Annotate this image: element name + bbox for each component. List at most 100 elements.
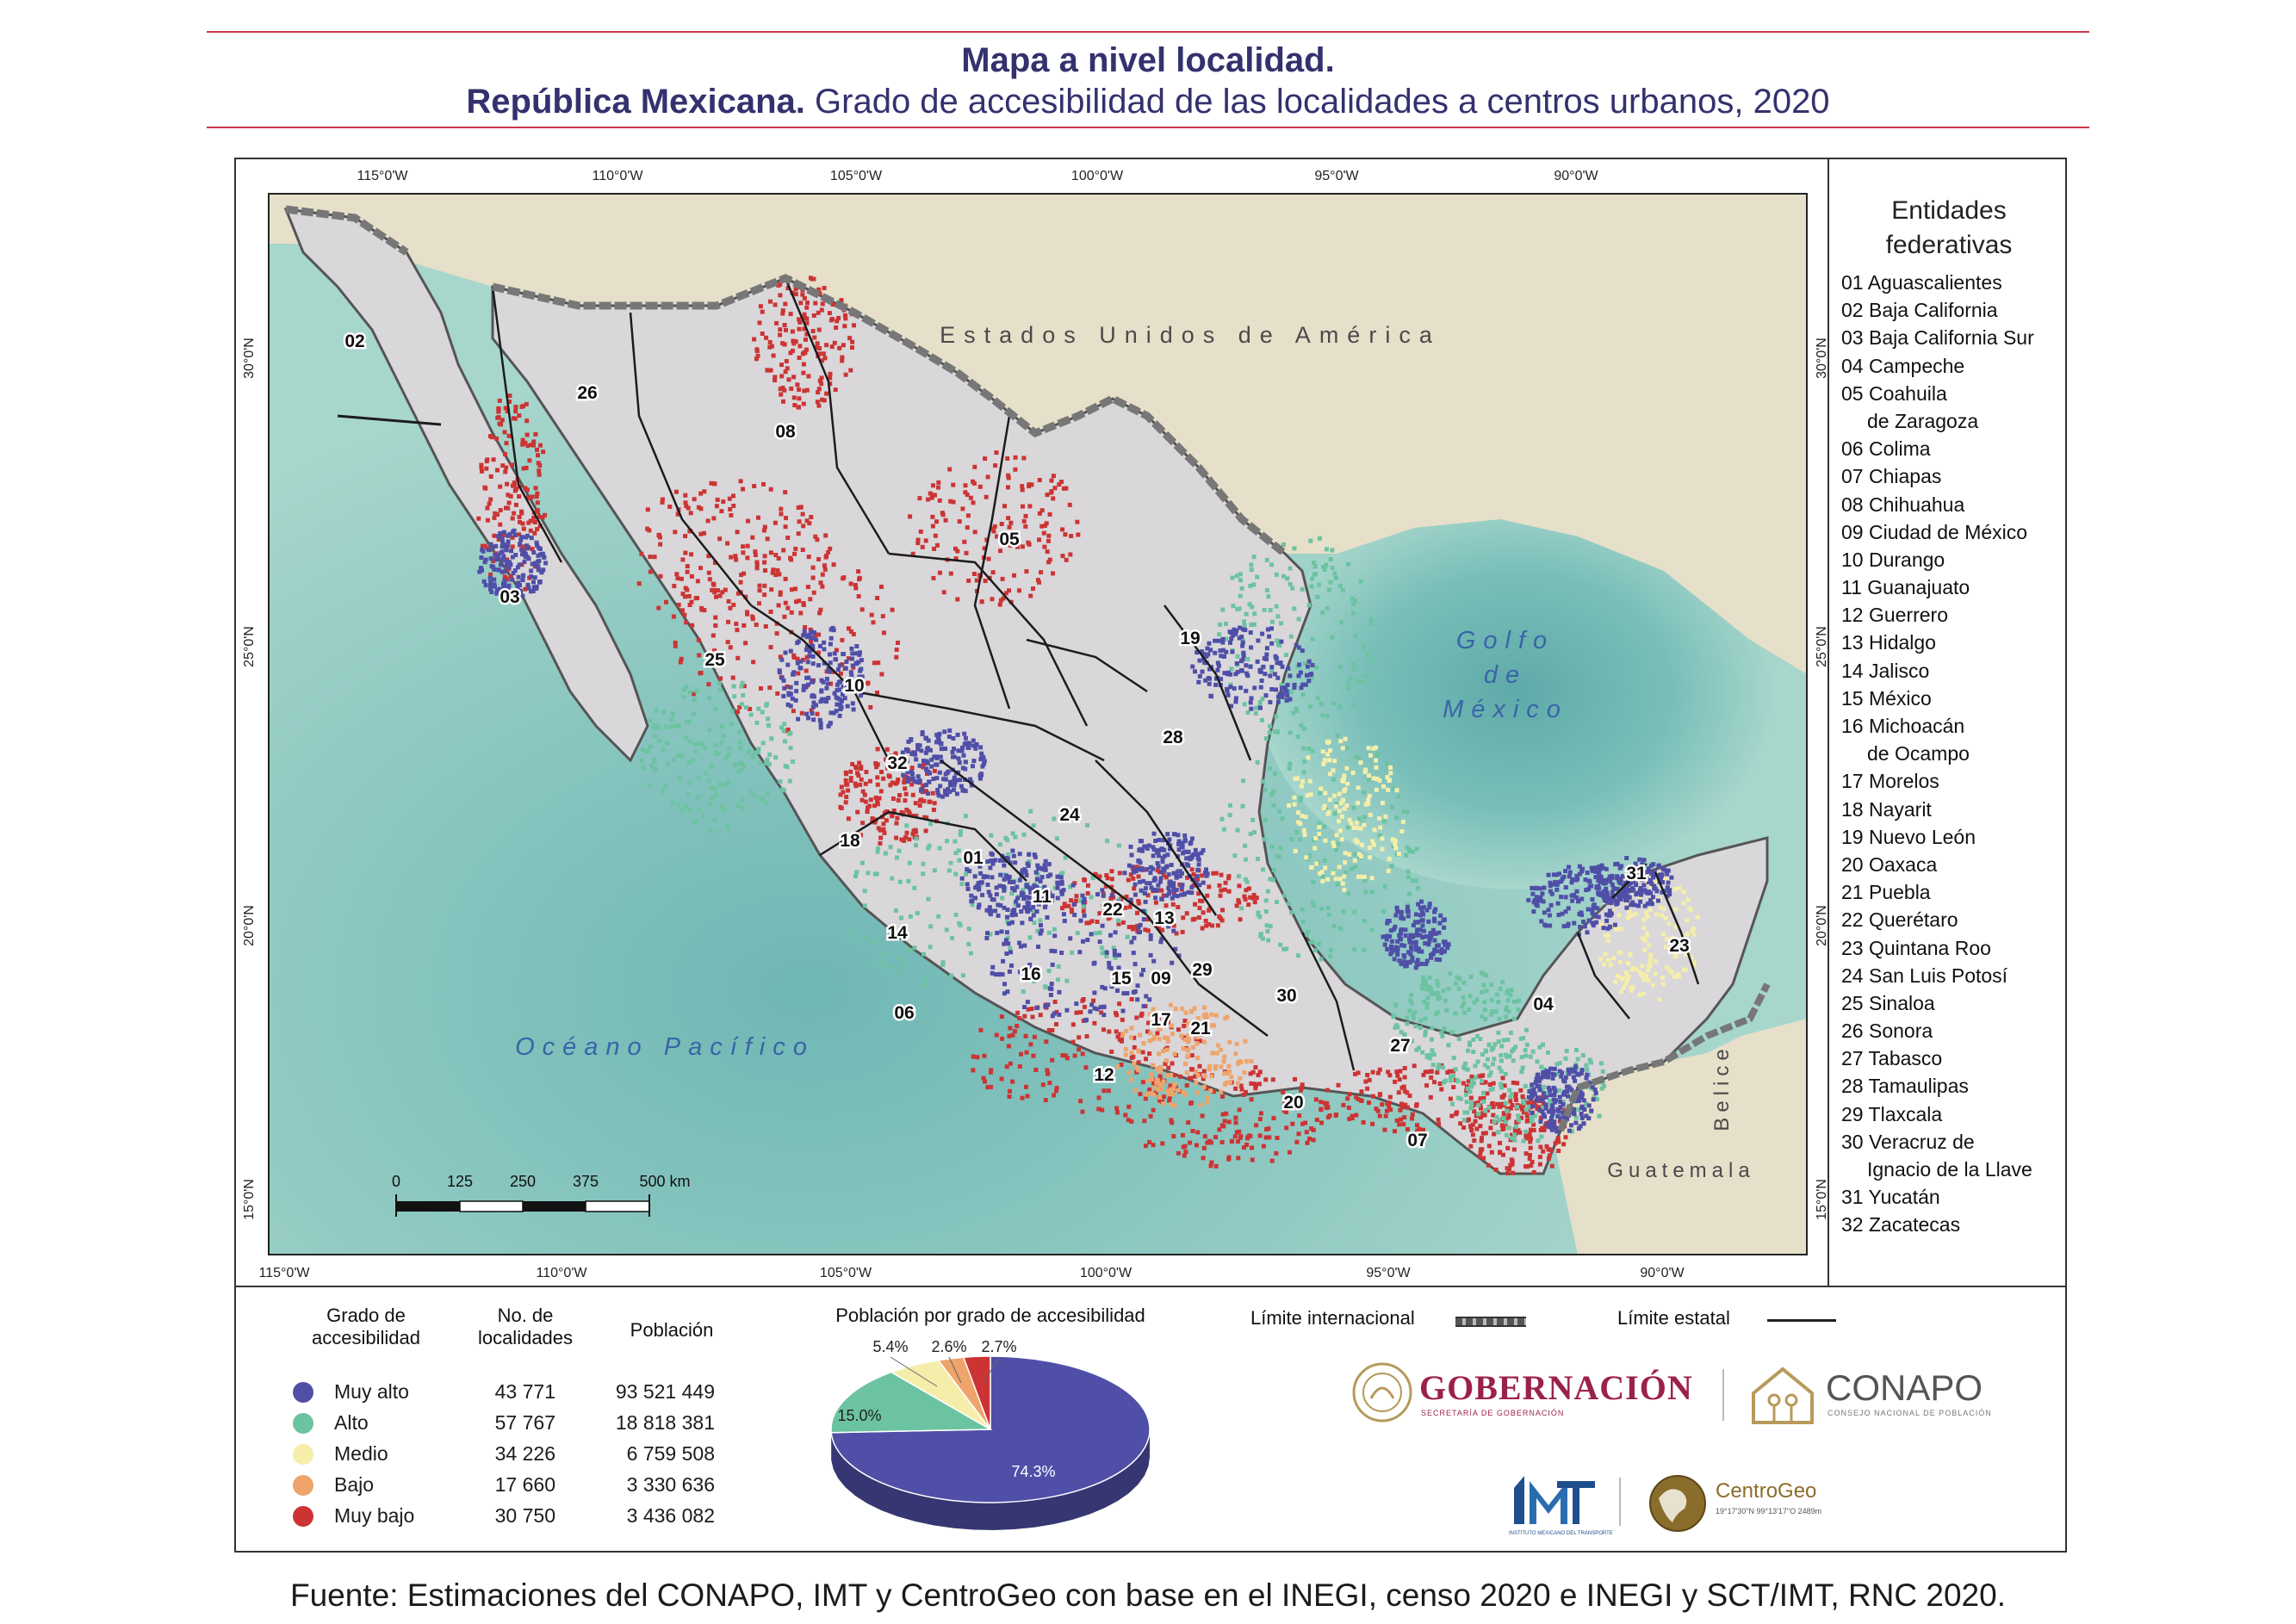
legend-col-poblacion: Población xyxy=(630,1319,714,1341)
entidad-item: 14 Jalisco xyxy=(1841,659,1930,682)
conapo-subtitle: CONSEJO NACIONAL DE POBLACIÓN xyxy=(1827,1409,1992,1417)
entidad-item: 31 Yucatán xyxy=(1841,1186,1940,1209)
usa-label: Estados Unidos de América xyxy=(940,322,1441,348)
legend-swatch xyxy=(293,1506,313,1527)
scale-tick-4: 500 km xyxy=(639,1173,690,1190)
entidad-item: 23 Quintana Roo xyxy=(1841,936,1991,959)
state-code-label: 29 xyxy=(1192,960,1212,980)
lat-label-left: 20°0'N xyxy=(242,905,257,946)
entidad-item: 13 Hidalgo xyxy=(1841,631,1936,654)
entidad-item: de Ocampo xyxy=(1867,742,1970,766)
international-limit-label: Límite internacional xyxy=(1250,1307,1415,1329)
legend-label: Bajo xyxy=(334,1473,375,1496)
subtitle-rest: Grado de accesibilidad de las localidade… xyxy=(804,83,1830,121)
legend-localidades: 30 750 xyxy=(494,1504,555,1527)
legend-label: Alto xyxy=(334,1411,369,1434)
state-code-label: 06 xyxy=(894,1003,914,1023)
state-code-label: 23 xyxy=(1669,936,1689,956)
entidad-item: 17 Morelos xyxy=(1841,770,1939,793)
centrogeo-logo: CentroGeo xyxy=(1716,1479,1817,1503)
legend-swatch xyxy=(293,1444,313,1465)
lat-label-right: 30°0'N xyxy=(1815,338,1829,379)
usa-land xyxy=(269,194,1807,674)
entidad-item: 09 Ciudad de México xyxy=(1841,520,2028,543)
state-code-label: 14 xyxy=(887,923,908,943)
gobernacion-subtitle: SECRETARÍA DE GOBERNACIÓN xyxy=(1421,1409,1565,1417)
state-limit-label: Límite estatal xyxy=(1617,1307,1730,1329)
imt-logo-icon xyxy=(1514,1476,1595,1524)
legend-col-accesibilidad: Grado de accesibilidad xyxy=(289,1305,444,1349)
entidad-item: 28 Tamaulipas xyxy=(1841,1075,1969,1098)
lat-label-left: 30°0'N xyxy=(242,338,257,379)
logo-divider xyxy=(1722,1369,1724,1421)
gobernacion-logo: GOBERNACIÓN xyxy=(1419,1368,1693,1407)
pie-data-label: 2.7% xyxy=(981,1338,1016,1355)
baja-california xyxy=(283,208,649,763)
lon-label-bottom: 110°0'W xyxy=(537,1266,588,1280)
map-panel: Estados Unidos de América Golfo de Méxic… xyxy=(242,169,1829,1280)
state-code-label: 17 xyxy=(1151,1010,1170,1030)
state-code-label: 01 xyxy=(963,848,984,868)
entidad-item: 15 México xyxy=(1841,686,1932,710)
entidad-item: 08 Chihuahua xyxy=(1841,493,1965,516)
lon-label-top: 110°0'W xyxy=(593,169,644,183)
entidad-item: 12 Guerrero xyxy=(1841,604,1949,627)
entidad-item: 27 Tabasco xyxy=(1841,1047,1943,1070)
entidad-item: 04 Campeche xyxy=(1841,354,1965,377)
entidad-item: 01 Aguascalientes xyxy=(1841,271,2002,294)
scale-tick-3: 375 xyxy=(573,1173,599,1190)
pie-slice-side xyxy=(831,1429,1150,1530)
entidad-item: 11 Guanajuato xyxy=(1841,576,1970,599)
lat-label-left: 15°0'N xyxy=(242,1179,257,1220)
state-code-label: 32 xyxy=(887,753,907,773)
scale-tick-2: 250 xyxy=(510,1173,536,1190)
gobernacion-seal-icon xyxy=(1352,1362,1412,1423)
legend-swatch xyxy=(293,1382,313,1403)
pie-data-label: 5.4% xyxy=(872,1338,908,1355)
entidades-title: Entidades federativas xyxy=(1836,194,2062,263)
legend-label: Medio xyxy=(334,1442,388,1465)
entidades-title-line1: Entidades xyxy=(1891,196,2007,225)
legend-col-accesibilidad-line2: accesibilidad xyxy=(312,1327,420,1348)
state-limit-swatch xyxy=(1767,1319,1836,1322)
centrogeo-subtitle: 19°17'30"N 99°13'17"O 2489m xyxy=(1716,1507,1822,1516)
lon-label-bottom: 100°0'W xyxy=(1080,1266,1132,1280)
southern-border xyxy=(1557,982,1771,1132)
state-code-label: 31 xyxy=(1626,864,1647,883)
state-code-label: 03 xyxy=(500,587,519,607)
state-code-label: 27 xyxy=(1390,1036,1410,1056)
legend-swatch xyxy=(293,1475,313,1496)
lat-label-right: 25°0'N xyxy=(1815,626,1829,667)
legend-poblacion: 6 759 508 xyxy=(626,1442,715,1465)
map-title: Mapa a nivel localidad. xyxy=(961,41,1335,79)
source-note: Fuente: Estimaciones del CONAPO, IMT y C… xyxy=(290,1578,2006,1613)
legend-separator xyxy=(1827,158,1829,1286)
conapo-house-icon xyxy=(1752,1367,1814,1424)
state-code-label: 24 xyxy=(1059,805,1080,825)
legend-poblacion: 18 818 381 xyxy=(615,1411,715,1434)
lat-label-left: 25°0'N xyxy=(242,626,257,667)
pie-data-label: 15.0% xyxy=(837,1407,881,1424)
lat-label-right: 20°0'N xyxy=(1815,905,1829,946)
entidad-item: Ignacio de la Llave xyxy=(1867,1158,2032,1181)
gulf-label-3: México xyxy=(1443,696,1568,723)
entidades-list: 01 Aguascalientes 02 Baja California 03 Ba… xyxy=(1841,269,2074,1239)
state-code-label: 12 xyxy=(1094,1065,1114,1085)
entidades-title-line2: federativas xyxy=(1885,231,2013,259)
entidad-item: 24 San Luis Potosí xyxy=(1841,964,2008,987)
state-code-label: 30 xyxy=(1276,986,1296,1006)
pie-leader-line xyxy=(948,1356,962,1384)
entidad-item: 30 Veracruz de xyxy=(1841,1130,1975,1153)
lon-label-bottom: 95°0'W xyxy=(1366,1266,1411,1280)
legend-localidades: 43 771 xyxy=(494,1380,555,1403)
top-rule xyxy=(207,31,2089,33)
entidad-item: 20 Oaxaca xyxy=(1841,852,1938,876)
state-code-label: 07 xyxy=(1407,1131,1427,1150)
pie-data-label: 74.3% xyxy=(1011,1463,1055,1480)
state-code-label: 25 xyxy=(704,650,725,670)
entidad-item: 26 Sonora xyxy=(1841,1020,1933,1043)
lon-label-bottom: 115°0'W xyxy=(259,1266,311,1280)
bottom-panel-separator xyxy=(234,1286,2067,1287)
state-code-label: 28 xyxy=(1163,728,1183,747)
legend-col-accesibilidad-line1: Grado de xyxy=(326,1305,406,1326)
